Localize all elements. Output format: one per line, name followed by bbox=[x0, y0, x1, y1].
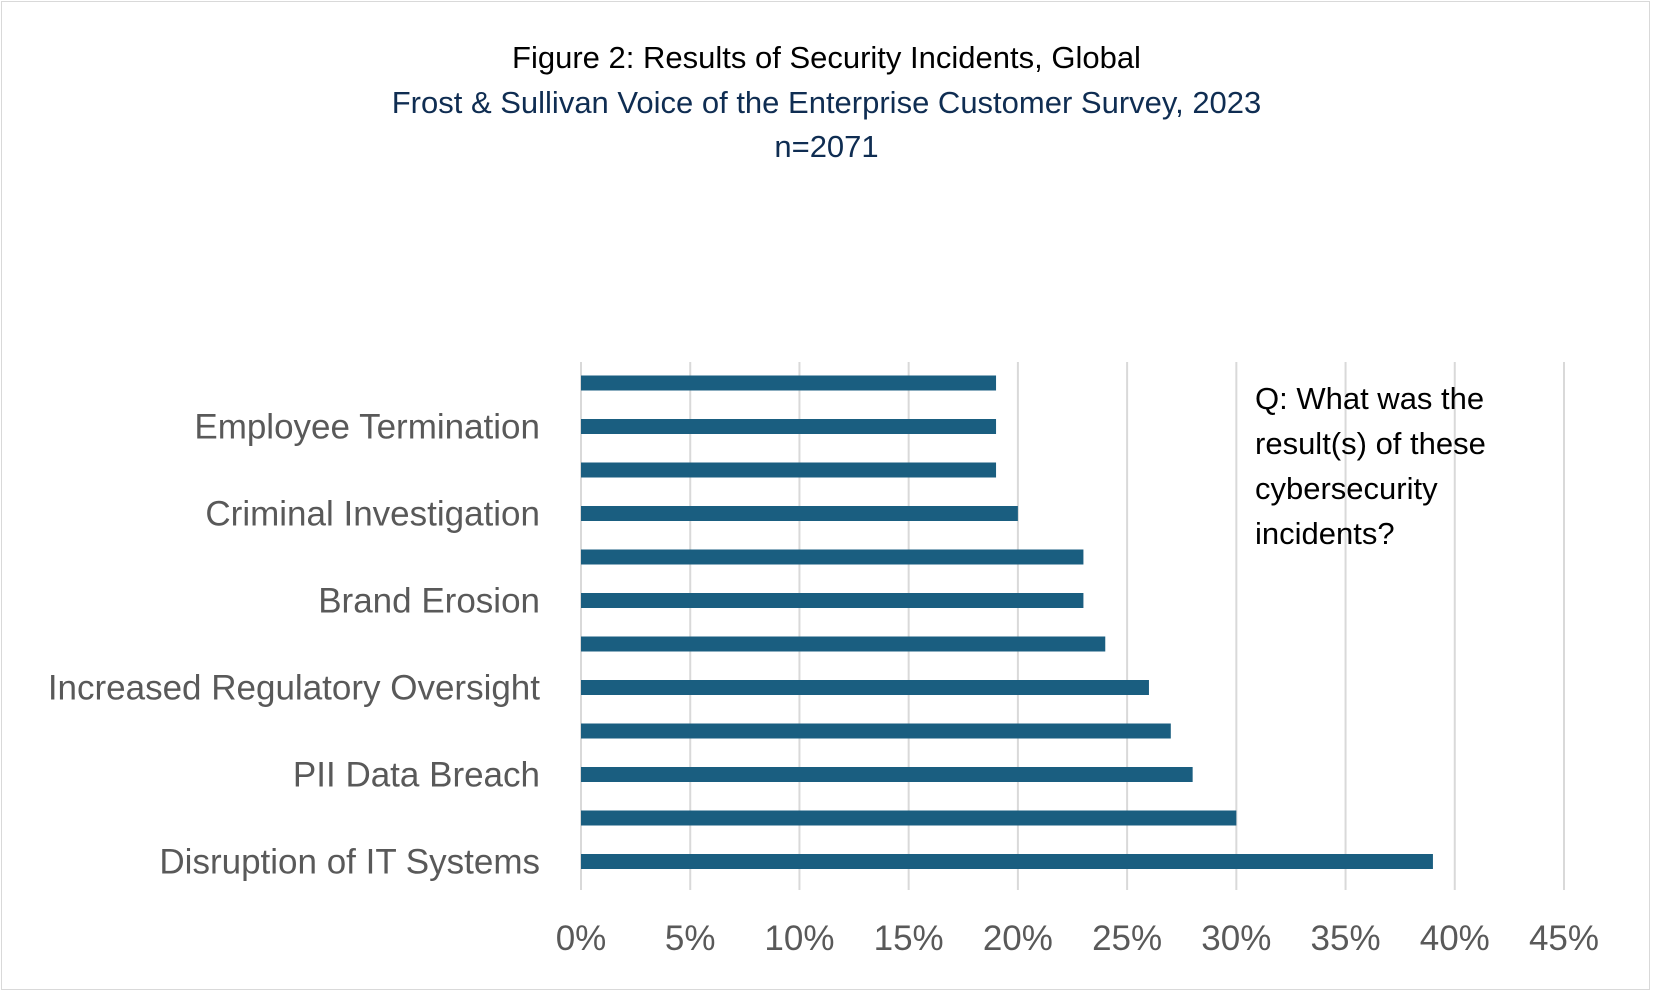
x-tick-label: 40% bbox=[1420, 919, 1490, 958]
category-label: Disruption of IT Systems bbox=[159, 843, 540, 882]
x-tick-label: 30% bbox=[1201, 919, 1271, 958]
chart-subtitle: Frost & Sullivan Voice of the Enterprise… bbox=[391, 85, 1262, 120]
x-tick-label: 20% bbox=[983, 919, 1053, 958]
x-tick-label: 45% bbox=[1529, 919, 1599, 958]
bar bbox=[581, 593, 1084, 608]
bar bbox=[581, 767, 1193, 782]
bar bbox=[581, 506, 1018, 521]
category-label: Criminal Investigation bbox=[205, 495, 540, 534]
bars bbox=[581, 375, 1433, 869]
category-label: Brand Erosion bbox=[318, 582, 540, 621]
bar bbox=[581, 723, 1171, 739]
x-tick-label: 35% bbox=[1311, 919, 1381, 958]
bar bbox=[581, 549, 1084, 565]
x-tick-label: 0% bbox=[556, 919, 607, 958]
question-annotation: Q: What was the result(s) of these cyber… bbox=[1255, 381, 1486, 551]
bar bbox=[581, 419, 997, 434]
chart-title: Figure 2: Results of Security Incidents,… bbox=[512, 40, 1141, 75]
bar bbox=[581, 462, 997, 478]
x-axis-tick-labels: 0% 5% 10% 15% 20% 25% 30% 35% 40% 45% bbox=[556, 919, 1599, 958]
bar bbox=[581, 680, 1149, 695]
bar bbox=[581, 854, 1433, 869]
category-label: Employee Termination bbox=[194, 408, 540, 447]
x-tick-label: 15% bbox=[874, 919, 944, 958]
bar bbox=[581, 375, 997, 391]
x-tick-label: 10% bbox=[764, 919, 834, 958]
x-tick-label: 5% bbox=[665, 919, 716, 958]
category-label: PII Data Breach bbox=[293, 756, 540, 795]
category-labels: Employee Termination Criminal Investigati… bbox=[48, 408, 540, 882]
gridlines bbox=[580, 362, 1565, 890]
x-tick-label: 25% bbox=[1092, 919, 1162, 958]
category-label: Increased Regulatory Oversight bbox=[48, 669, 540, 708]
bar bbox=[581, 636, 1106, 652]
sample-size: n=2071 bbox=[774, 129, 879, 164]
bar bbox=[581, 810, 1237, 826]
